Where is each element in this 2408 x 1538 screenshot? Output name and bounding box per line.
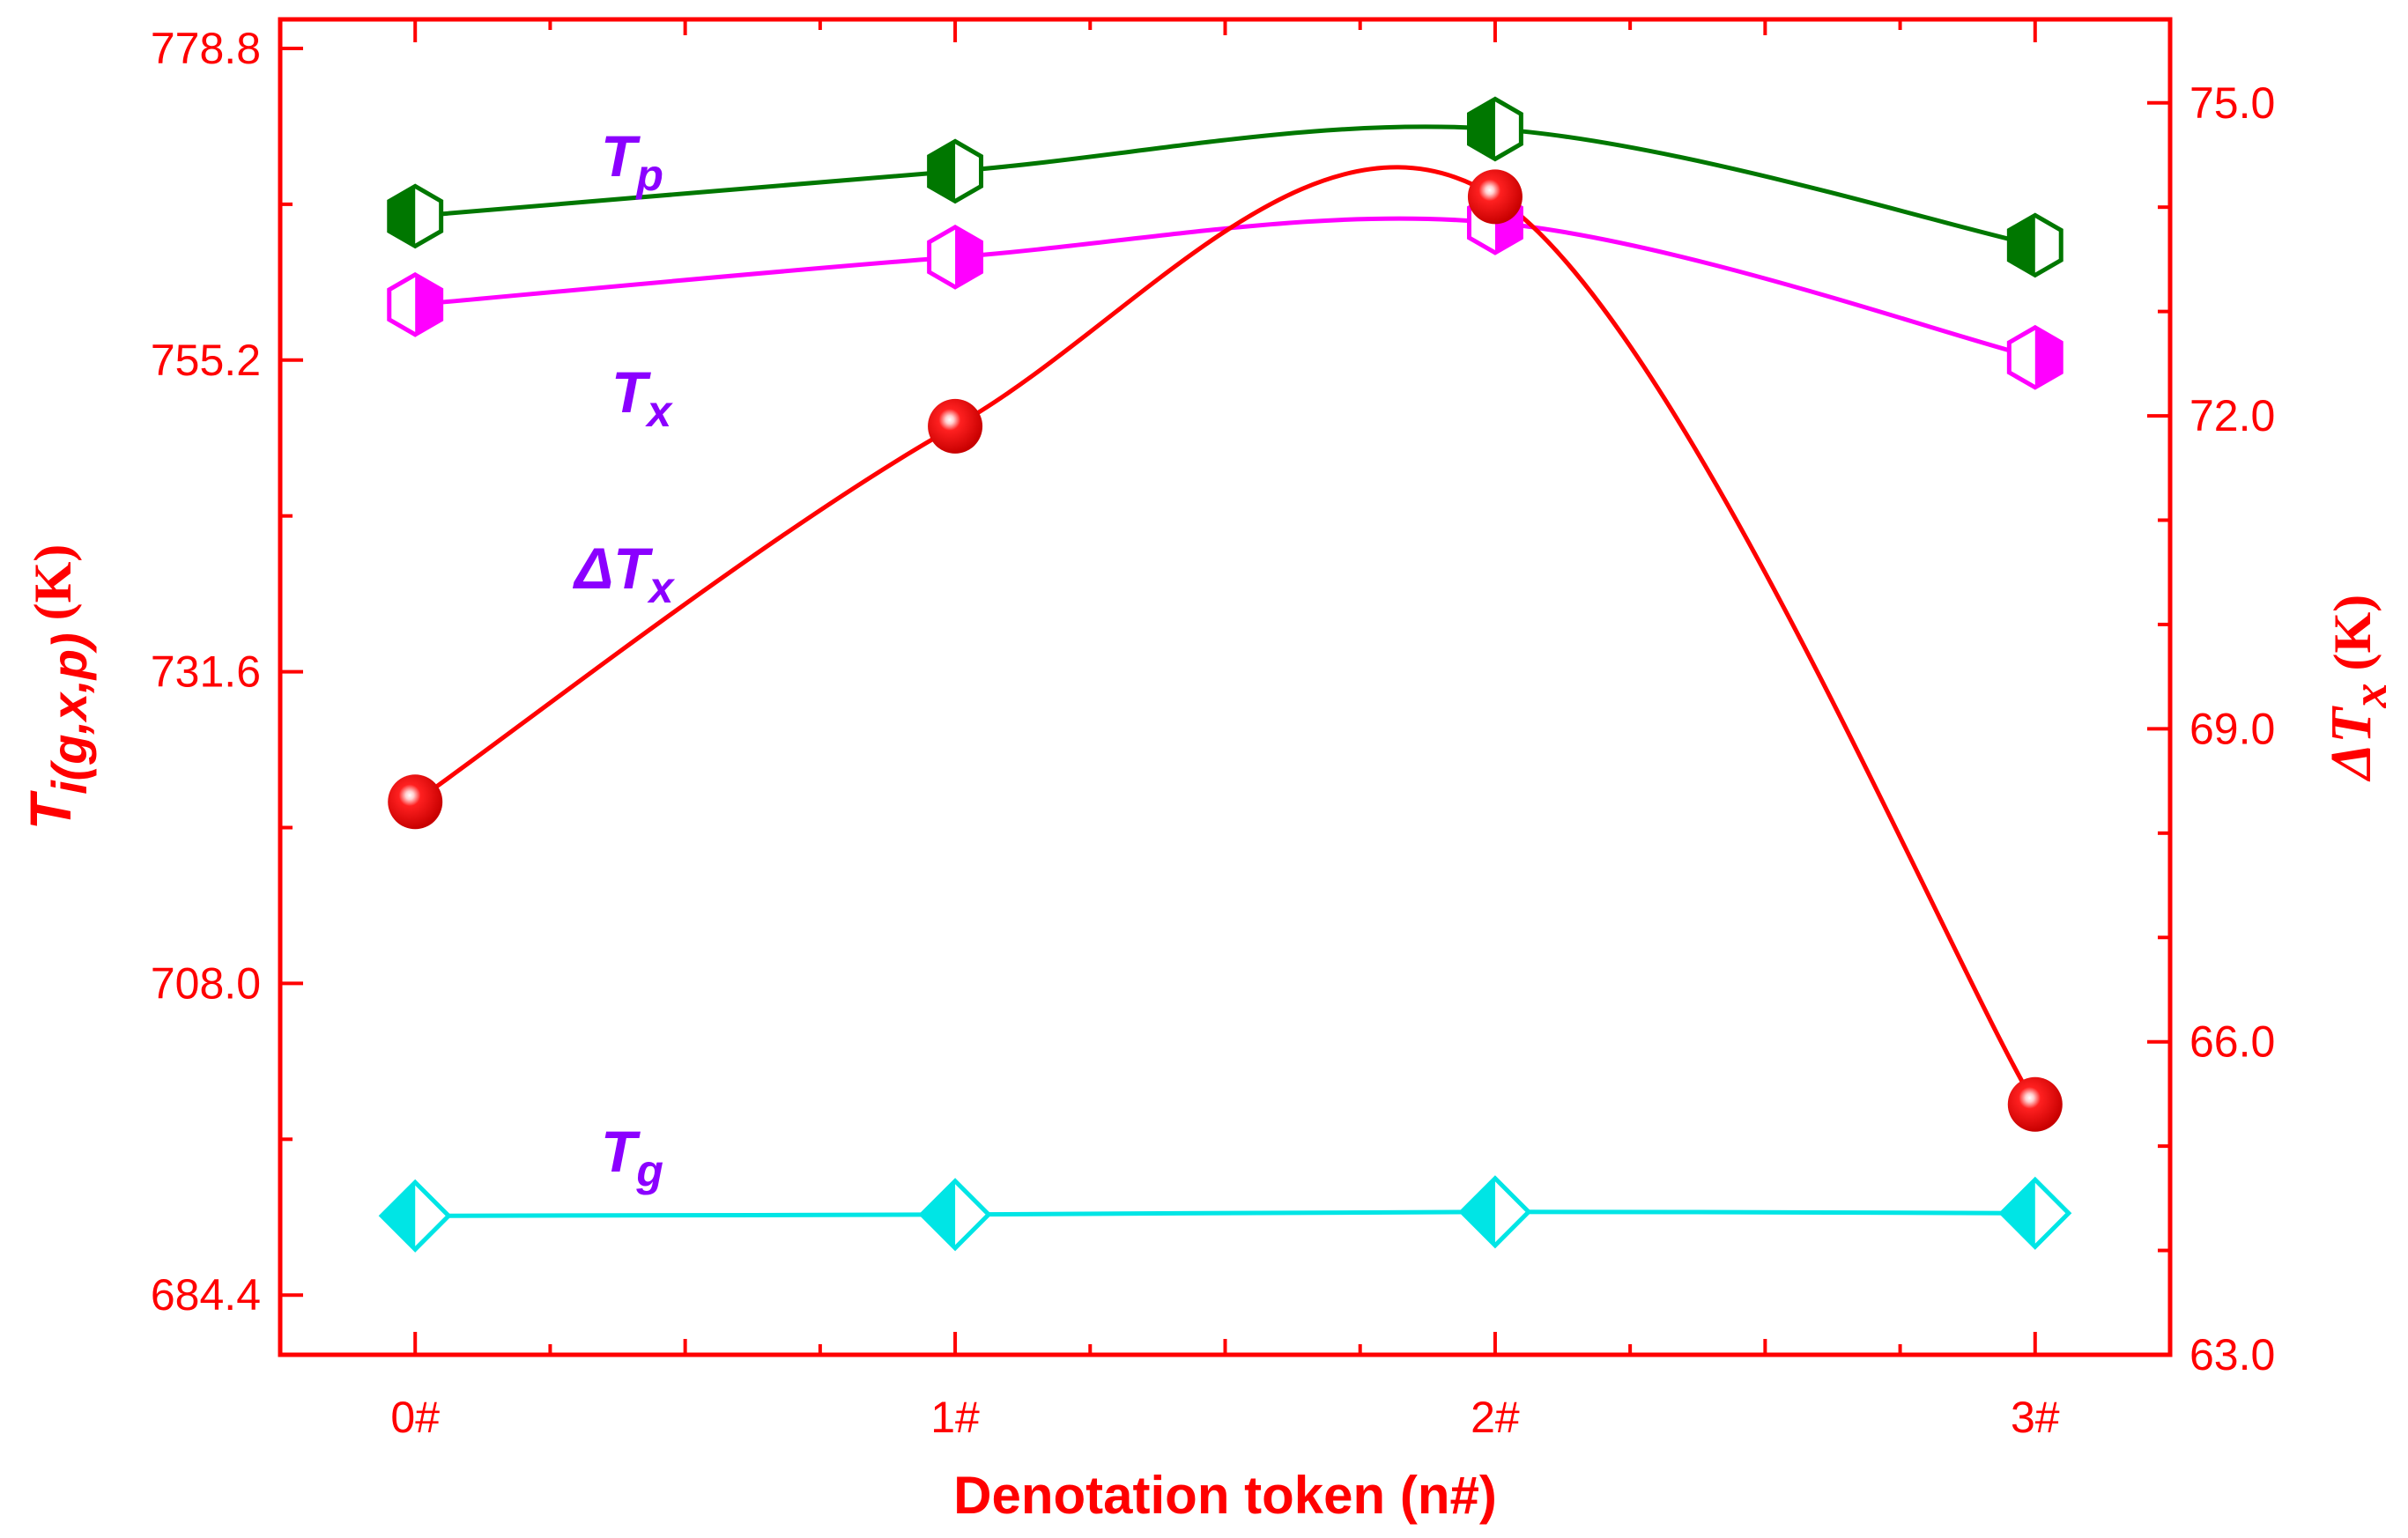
data-point-delta-tx — [388, 774, 443, 830]
hexagon-marker-fill — [415, 274, 441, 335]
x-axis-title: Denotation token (n#) — [953, 1466, 1497, 1525]
x-tick-label: 2# — [1471, 1393, 1520, 1442]
left-axis-title-unit: (K) — [24, 544, 82, 621]
right-tick-label: 75.0 — [2189, 78, 2275, 128]
data-point-tg — [1458, 1175, 1532, 1249]
data-point-tp — [927, 138, 984, 204]
right-tick-label: 63.0 — [2189, 1330, 2275, 1379]
sphere-marker — [2007, 1076, 2063, 1132]
data-point-tg — [1998, 1176, 2072, 1250]
hexagon-marker-fill — [2034, 327, 2062, 388]
diamond-marker-fill — [382, 1182, 416, 1250]
sphere-marker — [1467, 169, 1523, 225]
series-line-tp — [415, 124, 2036, 248]
hexagon-marker-fill — [955, 226, 982, 287]
series-line-tx — [414, 216, 2036, 360]
right-tick-label: 69.0 — [2189, 704, 2275, 753]
right-axis-title-sub: x — [2343, 683, 2397, 708]
hexagon-marker-fill — [929, 141, 956, 202]
data-point-tx — [2006, 324, 2063, 390]
left-tick-label: 684.4 — [151, 1270, 261, 1320]
right-tick-label: 72.0 — [2189, 391, 2275, 440]
left-axis: 684.4 708.0 731.6 755.2 778.8 — [151, 24, 303, 1320]
series-line-tg — [415, 1209, 2035, 1218]
series-label-delta-tx: ΔTx — [572, 536, 676, 612]
left-axis-title-main: T — [18, 790, 83, 830]
series-label-tx: Tx — [611, 359, 673, 436]
data-point-tg — [378, 1179, 452, 1253]
data-point-delta-tx — [2007, 1076, 2063, 1132]
marker-layer — [378, 96, 2072, 1253]
x-tick-label: 0# — [390, 1393, 440, 1442]
diamond-marker-fill — [922, 1180, 956, 1248]
data-point-tx — [387, 271, 444, 337]
data-point-tp — [387, 183, 444, 249]
left-tick-label: 778.8 — [151, 24, 261, 73]
left-axis-title: Ti(g,x,p) (K) — [18, 544, 97, 831]
data-point-tx — [927, 224, 984, 290]
hexagon-marker-fill — [389, 186, 416, 247]
sphere-marker — [388, 774, 443, 830]
right-tick-label: 66.0 — [2189, 1017, 2275, 1067]
left-axis-title-sub: i(g,x,p) — [41, 632, 97, 795]
diamond-marker-fill — [2001, 1179, 2035, 1247]
data-point-tg — [918, 1178, 992, 1252]
sphere-marker — [928, 398, 983, 454]
right-axis-title-main: ΔT — [2319, 706, 2383, 782]
plot-frame — [278, 17, 2173, 1357]
right-axis-title: ΔTx (K) — [2319, 595, 2397, 782]
right-axis: 63.0 66.0 69.0 72.0 75.0 — [2147, 78, 2275, 1379]
data-point-tp — [2006, 212, 2063, 278]
data-point-delta-tx — [1467, 169, 1523, 225]
series-label-tp: Tp — [601, 123, 663, 200]
left-tick-label: 731.6 — [151, 647, 261, 697]
left-tick-label: 755.2 — [151, 336, 261, 385]
x-axis: 0# 1# 2# 3# — [390, 19, 2060, 1442]
x-tick-label: 1# — [930, 1393, 980, 1442]
data-point-tp — [1466, 96, 1523, 162]
data-point-delta-tx — [928, 398, 983, 454]
hexagon-marker-fill — [2009, 215, 2035, 276]
series-line-delta-tx — [413, 165, 2037, 1106]
hexagon-marker-fill — [1469, 99, 1495, 159]
series-layer — [413, 124, 2037, 1218]
right-axis-title-unit: (K) — [2323, 595, 2382, 671]
diamond-marker-fill — [1461, 1178, 1495, 1246]
x-tick-label: 3# — [2011, 1393, 2060, 1442]
series-label-tg: Tg — [601, 1119, 663, 1195]
left-tick-label: 708.0 — [151, 958, 261, 1008]
